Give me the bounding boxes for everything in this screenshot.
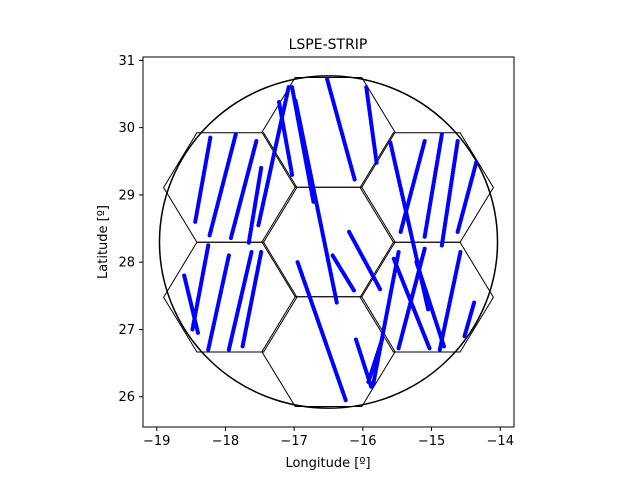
x-axis-ticks: −19 −18 −17 −16 −15 −14: [143, 427, 514, 449]
scan-point: [195, 330, 201, 335]
y-tick-label: 31: [118, 54, 135, 69]
y-tick-label: 26: [118, 390, 135, 405]
scan-point: [439, 132, 444, 137]
hexagon-module-7: [359, 241, 494, 353]
scan-point: [455, 138, 460, 144]
scan-point: [422, 246, 427, 251]
chart-title: LSPE-STRIP: [289, 37, 368, 53]
y-axis-label: Latitude [º]: [96, 205, 111, 279]
y-axis-ticks: 26 27 28 29 30 31: [118, 54, 143, 405]
scan-point: [474, 160, 479, 165]
focal-plane-circle: [158, 75, 499, 409]
hexagon-module-6: [163, 241, 298, 353]
scan-point: [422, 138, 427, 144]
scan-point: [208, 135, 213, 140]
x-tick-label: −17: [280, 434, 307, 449]
scan-point: [351, 288, 357, 293]
x-tick-label: −16: [349, 434, 376, 449]
scan-point: [233, 132, 238, 137]
scan-point: [289, 172, 295, 177]
scan-point: [472, 300, 477, 305]
x-tick-label: −15: [418, 434, 445, 449]
scan-point: [254, 138, 259, 144]
y-tick-label: 28: [118, 256, 135, 271]
y-tick-label: 29: [118, 188, 135, 203]
plot-area: [158, 75, 499, 409]
x-tick-label: −19: [143, 434, 170, 449]
scan-point: [441, 344, 447, 349]
scan-point: [259, 249, 264, 255]
scan-point: [426, 307, 431, 312]
scan-point: [343, 397, 348, 403]
scan-point: [427, 346, 432, 351]
x-tick-label: −14: [487, 434, 514, 449]
x-tick-label: −18: [212, 434, 239, 449]
x-axis-label: Longitude [º]: [285, 456, 370, 471]
scan-point: [226, 253, 231, 258]
scan-point: [352, 177, 357, 182]
scan-point: [396, 249, 401, 255]
scan-point: [286, 85, 291, 90]
scan-point: [458, 249, 463, 255]
y-tick-label: 30: [118, 121, 135, 136]
scan-point: [377, 286, 383, 292]
scan-point: [206, 243, 211, 248]
scan-point: [374, 160, 379, 165]
axes-frame: [142, 56, 515, 428]
scan-point: [259, 165, 264, 171]
scan-point: [334, 300, 339, 305]
scan-point: [249, 249, 254, 255]
scan-points: [182, 77, 479, 403]
y-tick-label: 27: [118, 323, 135, 338]
